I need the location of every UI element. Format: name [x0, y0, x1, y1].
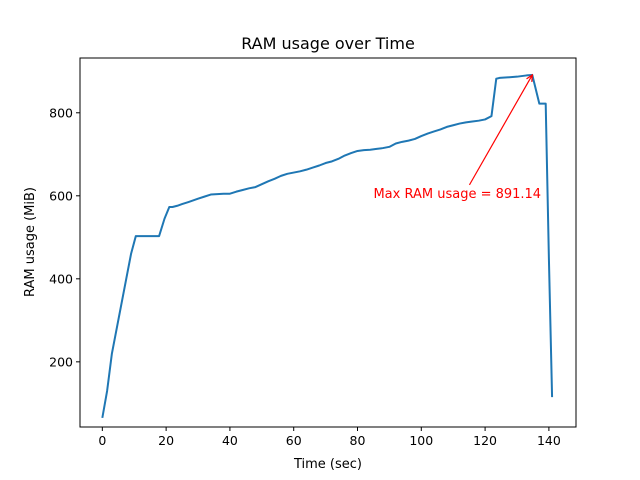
- x-tick-label: 20: [158, 433, 174, 448]
- x-tick-label: 60: [286, 433, 302, 448]
- annotation-arrowhead: [526, 73, 533, 82]
- annotation-layer: Max RAM usage = 891.14: [373, 73, 541, 202]
- chart-title: RAM usage over Time: [241, 34, 415, 53]
- annotation-arrow: [468, 74, 533, 186]
- plot-area: [101, 73, 554, 419]
- x-tick-label: 0: [98, 433, 106, 448]
- x-tick-label: 80: [350, 433, 366, 448]
- x-tick-label: 40: [222, 433, 238, 448]
- y-tick-label: 600: [49, 188, 73, 203]
- y-axis-label: RAM usage (MiB): [23, 187, 38, 297]
- ram-usage-line: [101, 73, 554, 419]
- y-axis: 200 400 600 800: [49, 105, 80, 369]
- max-ram-annotation-label: Max RAM usage = 891.14: [373, 187, 541, 202]
- y-tick-label: 400: [49, 271, 73, 286]
- axes-frame: [79, 57, 577, 428]
- x-tick-label: 120: [473, 433, 497, 448]
- y-tick-label: 800: [49, 105, 73, 120]
- x-tick-label: 140: [537, 433, 561, 448]
- x-axis: 0 20 40 60 80 100 120 140: [98, 427, 561, 448]
- y-tick-label: 200: [49, 354, 73, 369]
- x-tick-label: 100: [409, 433, 433, 448]
- x-axis-label: Time (sec): [293, 457, 362, 472]
